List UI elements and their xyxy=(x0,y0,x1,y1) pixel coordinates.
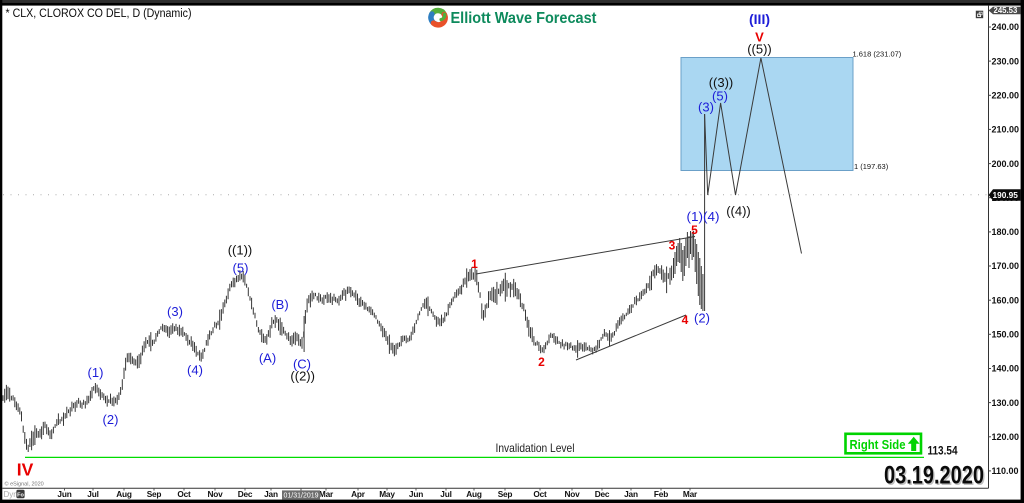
svg-text:245.53: 245.53 xyxy=(994,6,1019,15)
svg-text:Right Side: Right Side xyxy=(850,438,906,452)
svg-text:© eSignal, 2020: © eSignal, 2020 xyxy=(5,481,44,488)
svg-text:Invalidation Level: Invalidation Level xyxy=(496,441,575,455)
svg-text:230.00: 230.00 xyxy=(992,56,1020,66)
svg-text:(4): (4) xyxy=(187,363,203,378)
svg-text:((1)): ((1)) xyxy=(228,243,253,258)
svg-text:1.618 (231.07): 1.618 (231.07) xyxy=(853,50,902,59)
svg-text:Apr: Apr xyxy=(351,489,366,499)
svg-text:((5)): ((5)) xyxy=(747,41,772,56)
svg-text:150.00: 150.00 xyxy=(992,330,1020,340)
svg-text:Oct: Oct xyxy=(533,489,547,499)
svg-text:Mar: Mar xyxy=(319,489,334,499)
svg-text:5: 5 xyxy=(691,223,698,237)
svg-text:Jan: Jan xyxy=(624,489,638,499)
svg-text:1: 1 xyxy=(471,257,478,271)
svg-text:03.19.2020: 03.19.2020 xyxy=(885,463,985,491)
svg-text:(5): (5) xyxy=(233,261,249,276)
svg-text:200.00: 200.00 xyxy=(992,159,1020,169)
svg-text:190.95: 190.95 xyxy=(993,190,1019,200)
svg-text:((3)): ((3)) xyxy=(709,75,734,90)
svg-text:Aug: Aug xyxy=(466,489,482,499)
svg-text:Fo: Fo xyxy=(17,493,24,499)
svg-text:(1)(4): (1)(4) xyxy=(687,209,720,224)
svg-text:Mar: Mar xyxy=(683,489,698,499)
svg-text:220.00: 220.00 xyxy=(992,91,1020,101)
svg-text:120.00: 120.00 xyxy=(992,432,1020,442)
svg-text:130.00: 130.00 xyxy=(992,398,1020,408)
svg-text:Feb: Feb xyxy=(654,489,668,499)
svg-text:Sep: Sep xyxy=(147,489,162,499)
svg-text:(III): (III) xyxy=(749,11,770,27)
svg-text:160.00: 160.00 xyxy=(992,295,1020,305)
svg-text:03.19.2020: 03.19.2020 xyxy=(884,462,984,490)
svg-text:4: 4 xyxy=(682,313,689,327)
svg-text:(A): (A) xyxy=(259,351,276,366)
svg-text:2: 2 xyxy=(538,355,545,369)
svg-text:((4)): ((4)) xyxy=(726,204,751,219)
svg-text:3: 3 xyxy=(669,239,676,253)
svg-text:(5): (5) xyxy=(712,89,728,104)
svg-text:Jun: Jun xyxy=(57,489,71,499)
svg-text:Nov: Nov xyxy=(564,489,580,499)
svg-text:Sep: Sep xyxy=(498,489,513,499)
svg-text:Jul: Jul xyxy=(440,489,451,499)
svg-text:01/31/2019: 01/31/2019 xyxy=(284,491,319,500)
svg-text:Oct: Oct xyxy=(177,489,191,499)
svg-text:(1): (1) xyxy=(88,365,104,380)
svg-text:Aug: Aug xyxy=(116,489,132,499)
svg-text:1 (197.63): 1 (197.63) xyxy=(854,162,889,171)
svg-text:170.00: 170.00 xyxy=(992,261,1020,271)
svg-text:110.00: 110.00 xyxy=(992,466,1019,476)
svg-text:(3): (3) xyxy=(698,100,714,115)
svg-text:210.00: 210.00 xyxy=(992,125,1020,135)
svg-text:Nov: Nov xyxy=(207,489,223,499)
svg-text:Jun: Jun xyxy=(409,489,423,499)
svg-text:240.00: 240.00 xyxy=(992,22,1020,32)
svg-text:* CLX, CLOROX CO DEL, D (Dynam: * CLX, CLOROX CO DEL, D (Dynamic) xyxy=(6,6,192,20)
svg-text:IV: IV xyxy=(17,460,34,480)
svg-text:Dec: Dec xyxy=(238,489,253,499)
svg-text:Dyn: Dyn xyxy=(4,490,18,499)
svg-text:(C): (C) xyxy=(293,357,311,372)
svg-text:V: V xyxy=(755,30,764,45)
svg-text:May: May xyxy=(379,489,395,499)
svg-text:Jan: Jan xyxy=(264,489,278,499)
svg-text:(2): (2) xyxy=(694,311,710,326)
svg-text:(2): (2) xyxy=(103,412,119,427)
svg-text:Jul: Jul xyxy=(87,489,98,499)
svg-text:Elliott Wave Forecast: Elliott Wave Forecast xyxy=(451,10,597,27)
svg-text:(3): (3) xyxy=(167,304,183,319)
svg-text:113.54: 113.54 xyxy=(928,446,959,458)
svg-text:140.00: 140.00 xyxy=(992,364,1020,374)
svg-text:180.00: 180.00 xyxy=(992,227,1020,237)
svg-text:Dec: Dec xyxy=(595,489,610,499)
svg-text:(B): (B) xyxy=(271,297,288,312)
svg-text:((2)): ((2)) xyxy=(290,369,315,384)
